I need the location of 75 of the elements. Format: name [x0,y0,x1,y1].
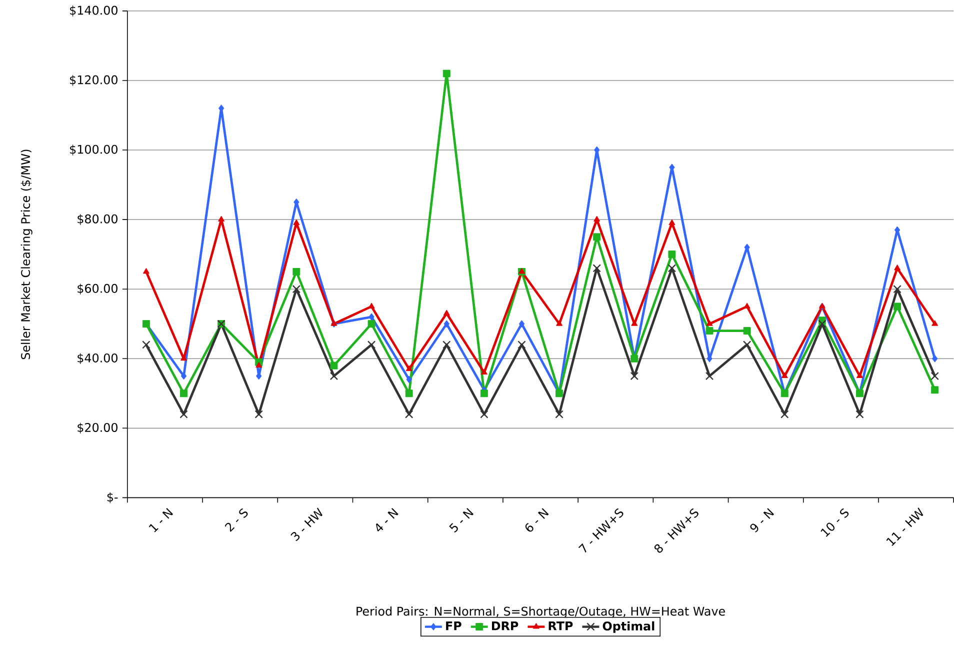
point [668,219,676,226]
point [480,368,488,375]
point [292,268,300,276]
point [180,390,188,398]
x-tick-label: 5 - N [449,508,474,533]
x-tick-label: 11 - HW [886,507,924,546]
point [893,285,902,294]
x-tick-label: 6 - N [525,508,549,532]
y-tick-label: $140.00 [70,6,118,16]
x-tick-label: 1 - N [148,508,174,532]
y-tick-label: $- [107,492,118,504]
point [256,362,262,368]
legend-label: Optimal [602,621,654,633]
x-tick-label: 10 - S [820,508,849,537]
point [856,410,864,418]
y-tick-label: $20.00 [78,422,118,434]
point [706,320,713,326]
point [556,320,563,326]
point [856,372,863,378]
point [668,250,676,258]
point [142,268,150,274]
point [443,310,450,316]
point [668,264,676,272]
point [894,302,902,310]
point [743,340,751,349]
point [594,216,600,222]
point [630,372,638,380]
point [781,372,788,378]
y-tick-label: $40.00 [78,353,118,364]
point [894,264,901,270]
point [555,410,564,418]
y-tick-label: $100.00 [70,144,118,156]
point [930,372,939,380]
x-tick-label: 4 - N [376,508,398,532]
point [931,386,939,394]
point [330,372,338,380]
point [292,285,300,294]
point [368,302,375,308]
x-axis-title: Period Pairs: N=Normal, S=Shortage/Outage, HW=Heat Wave [356,606,725,618]
point [593,233,601,241]
point [518,320,525,328]
point [932,354,938,362]
point [405,390,413,398]
point [706,372,714,380]
y-tick-label: $60.00 [78,284,118,294]
y-tick-label: $80.00 [78,214,118,225]
point [444,320,450,328]
point [480,390,488,398]
x-tick-label: 3 - HW [290,508,322,542]
point [442,70,450,78]
point [706,327,714,335]
point [818,320,826,328]
y-axis-title: Seller Market Clearing Price ($/MW) [20,150,32,360]
point [631,320,638,326]
legend-label: DRP [492,622,518,630]
y-tick-label: $120.00 [70,75,118,86]
point [405,410,414,418]
point [518,340,526,349]
legend-label: RTP [548,622,573,630]
point [406,376,412,384]
point [744,302,750,308]
point [932,320,938,326]
point [368,313,374,321]
point [368,320,376,328]
point [218,216,225,222]
x-tick-label: 2 - S [224,508,248,532]
point [743,327,751,335]
point [330,362,338,370]
point [180,410,188,418]
point [142,340,150,349]
point [368,340,376,349]
point [293,219,300,226]
point [406,365,412,372]
legend-label: FP [446,622,462,630]
x-tick-label: 9 - N [750,508,774,532]
